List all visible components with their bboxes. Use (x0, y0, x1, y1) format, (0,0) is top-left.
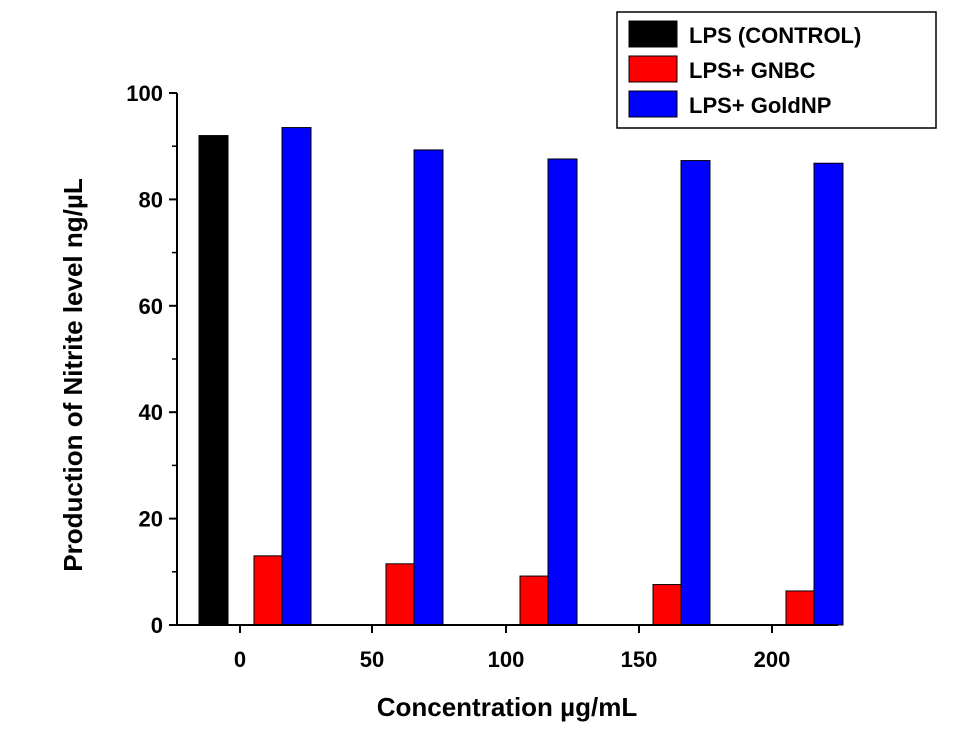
bar-lps-goldnp-150 (680, 160, 711, 626)
bar-lps-gnbc-100 (519, 575, 550, 626)
bar-lps-gnbc-50 (385, 563, 416, 626)
bar-lps-goldnp-0 (281, 127, 312, 626)
x-tick-label-0: 0 (234, 647, 246, 672)
legend-label-1: LPS+ GNBC (689, 58, 816, 83)
bar-lps-gnbc-200 (785, 590, 816, 626)
plot-area (198, 127, 844, 626)
legend-swatch-0 (628, 20, 678, 48)
legend-label-2: LPS+ GoldNP (689, 93, 831, 118)
x-tick-label-50: 50 (360, 647, 384, 672)
legend: LPS (CONTROL) LPS+ GNBC LPS+ GoldNP (616, 11, 937, 129)
y-tick-label-80: 80 (139, 187, 163, 212)
legend-swatch-2 (628, 90, 678, 118)
bar-lps-gnbc-150 (652, 584, 683, 626)
x-tick-label-100: 100 (488, 647, 525, 672)
bar-lps-goldnp-100 (547, 158, 578, 626)
y-tick-label-0: 0 (151, 613, 163, 638)
x-axis-title: Concentration µg/mL (377, 692, 638, 722)
y-axis-title: Production of Nitrite level ng/µL (58, 178, 88, 572)
bar-lps-gnbc-0 (253, 555, 284, 626)
bar-lps-goldnp-200 (813, 162, 844, 626)
y-tick-label-100: 100 (126, 81, 163, 106)
bar-lps-goldnp-50 (413, 149, 444, 626)
y-tick-label-20: 20 (139, 507, 163, 532)
x-tick-label-150: 150 (621, 647, 658, 672)
legend-label-0: LPS (CONTROL) (689, 23, 861, 48)
legend-swatch-1 (628, 55, 678, 83)
y-tick-label-40: 40 (139, 400, 163, 425)
y-tick-label-60: 60 (139, 294, 163, 319)
axes: 0 20 40 60 80 100 0 50 100 150 200 (126, 81, 838, 672)
bar-lps-control-0 (198, 135, 229, 626)
x-tick-label-200: 200 (754, 647, 791, 672)
